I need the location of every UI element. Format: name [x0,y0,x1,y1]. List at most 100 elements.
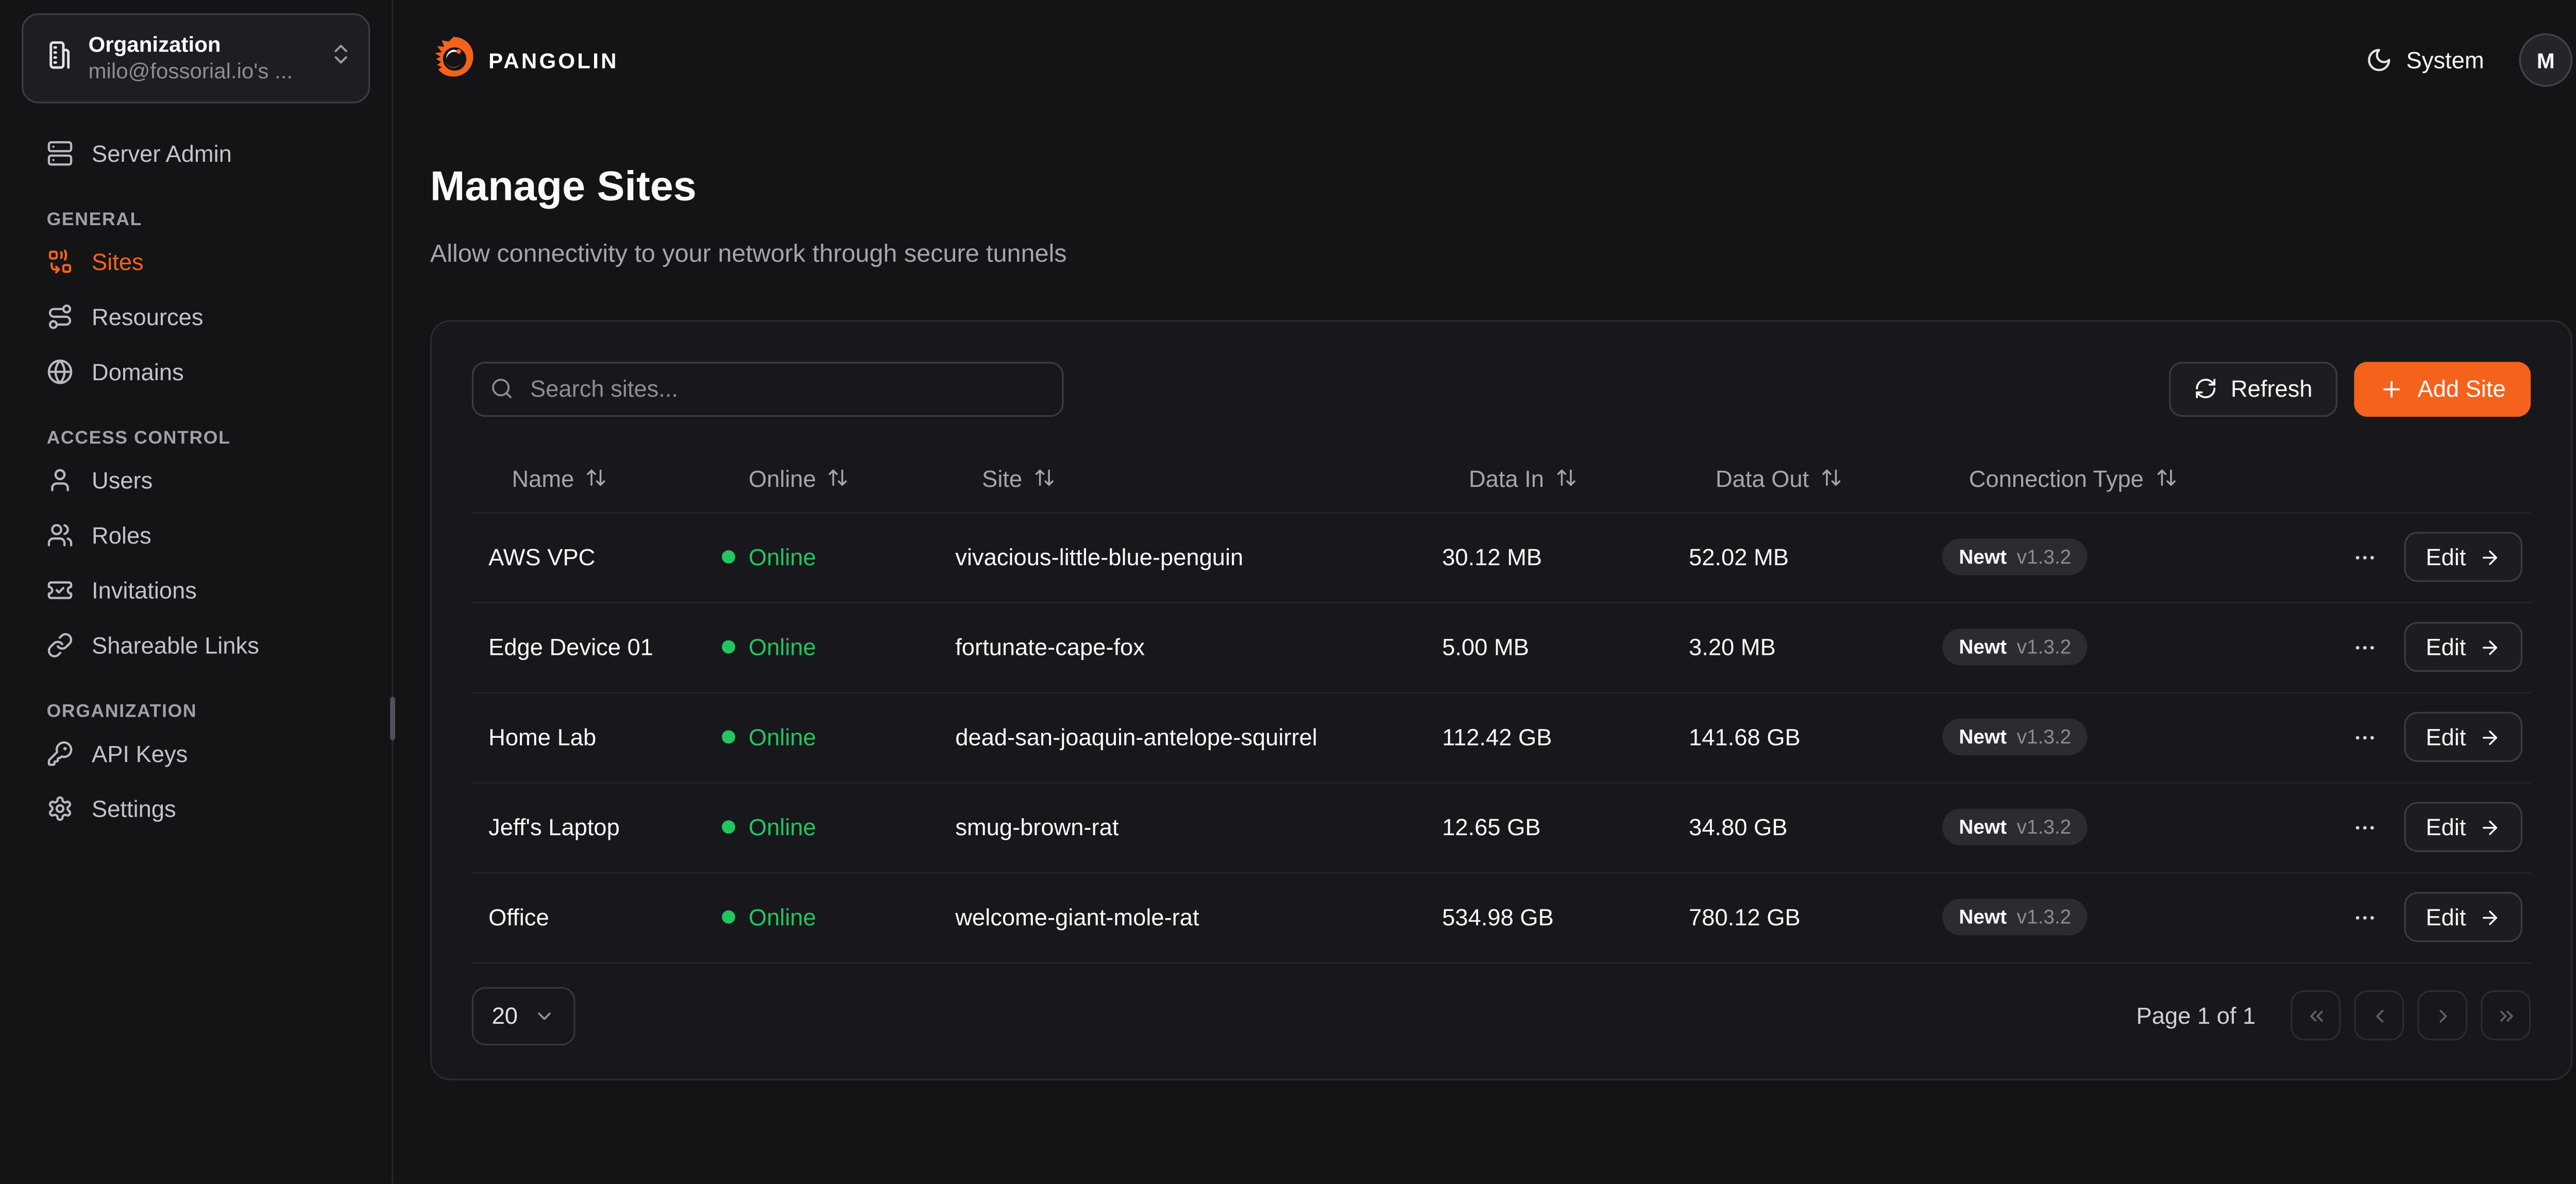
brand-logo[interactable]: PANGOLIN [430,32,619,88]
row-actions: Edit [2352,892,2536,942]
connection-version: v1.3.2 [2016,815,2072,839]
connection-version: v1.3.2 [2016,545,2072,569]
sidebar-item-server-admin[interactable]: Server Admin [22,125,370,180]
site-id-cell: smug-brown-rat [955,814,1119,840]
page-size-select[interactable]: 20 [471,986,575,1045]
connection-type-cell: Newt v1.3.2 [1942,538,2352,576]
column-header-data-out[interactable]: Data Out [1689,464,1942,491]
sidebar-item-label: Server Admin [91,139,232,166]
data-in-cell: 12.65 GB [1442,814,1541,840]
pagination-right: Page 1 of 1 [2136,990,2531,1041]
edit-button[interactable]: Edit [2404,622,2523,672]
sidebar-item-users[interactable]: Users [22,452,370,507]
data-out-cell: 3.20 MB [1689,633,1776,661]
first-page-button[interactable] [2291,990,2341,1041]
sidebar-item-shareable-links[interactable]: Shareable Links [22,617,370,672]
row-menu-button[interactable] [2352,634,2378,659]
site-name-cell: Home Lab [488,723,597,751]
row-menu-button[interactable] [2352,815,2378,840]
sort-icon [1556,467,1578,488]
column-header-data-in[interactable]: Data In [1442,464,1689,491]
add-site-button[interactable]: Add Site [2354,361,2531,416]
refresh-button[interactable]: Refresh [2169,361,2338,416]
connection-badge: Newt v1.3.2 [1942,628,2088,666]
sidebar-item-domains[interactable]: Domains [22,344,370,399]
site-id-cell: dead-san-joaquin-antelope-squirrel [955,723,1317,751]
column-header-online[interactable]: Online [722,464,955,491]
main-content: PANGOLIN System M Manage Sites Allow con… [394,0,2576,1184]
arrow-right-icon [2479,816,2501,838]
sidebar: Organization milo@fossorial.io's ... Ser… [0,0,394,1184]
connection-badge: Newt v1.3.2 [1942,718,2088,755]
site-name-cell: Jeff's Laptop [488,814,620,840]
row-menu-button[interactable] [2352,545,2378,570]
online-label: Online [748,633,816,661]
org-selector-value: milo@fossorial.io's ... [88,58,293,83]
column-header-name[interactable]: Name [472,464,722,491]
search-input[interactable] [471,361,1064,416]
sidebar-item-api-keys[interactable]: API Keys [22,725,370,781]
sort-icon [586,467,607,488]
connection-type: Newt [1959,635,2007,659]
connection-badge: Newt v1.3.2 [1942,538,2088,576]
sidebar-resize-handle[interactable] [390,697,395,740]
sidebar-item-label: Settings [91,794,176,821]
topbar-right: System M [2366,33,2573,87]
sidebar-item-label: Sites [91,247,144,275]
edit-button[interactable]: Edit [2404,712,2523,762]
sidebar-item-sites[interactable]: Sites [22,233,370,289]
sort-icon [1034,467,1056,488]
sidebar-item-roles[interactable]: Roles [22,507,370,562]
theme-label: System [2406,46,2484,74]
next-page-button[interactable] [2417,990,2468,1041]
users-icon [47,521,74,548]
row-menu-button[interactable] [2352,724,2378,750]
sidebar-item-label: Invitations [91,576,197,603]
ticket-check-icon [47,576,74,603]
data-out-cell: 780.12 GB [1689,903,1801,931]
theme-selector[interactable]: System [2366,46,2484,74]
edit-button[interactable]: Edit [2404,532,2523,582]
column-label: Data Out [1715,464,1809,491]
table-body: AWS VPC Online vivacious-little-blue-pen… [471,511,2531,963]
key-icon [47,739,74,766]
sites-table-card: Refresh Add Site Name [430,319,2573,1080]
data-out-cell: 141.68 GB [1689,723,1801,751]
edit-button[interactable]: Edit [2404,892,2523,942]
sidebar-item-resources[interactable]: Resources [22,289,370,344]
last-page-button[interactable] [2481,990,2531,1041]
sidebar-item-label: Users [91,466,153,493]
org-selector[interactable]: Organization milo@fossorial.io's ... [22,13,370,104]
server-icon [47,139,74,166]
row-menu-button[interactable] [2352,905,2378,930]
sidebar-item-invitations[interactable]: Invitations [22,562,370,617]
chevron-down-icon [533,1005,554,1026]
org-selector-label: Organization [88,31,221,57]
sort-icon [828,467,850,488]
plus-icon [2379,376,2404,401]
sites-icon [47,248,74,275]
site-name-cell: Edge Device 01 [488,633,653,661]
sidebar-section-general: GENERAL [46,210,142,230]
column-header-site[interactable]: Site [955,464,1442,491]
page-status: Page 1 of 1 [2136,1002,2256,1029]
sidebar-item-settings[interactable]: Settings [22,780,370,835]
data-in-cell: 112.42 GB [1442,723,1552,751]
edit-label: Edit [2426,633,2466,661]
previous-page-button[interactable] [2354,990,2404,1041]
connection-type-cell: Newt v1.3.2 [1942,628,2352,666]
route-icon [47,302,74,329]
online-dot [722,910,736,924]
site-id-cell: welcome-giant-mole-rat [955,903,1199,931]
avatar[interactable]: M [2519,33,2573,87]
edit-button[interactable]: Edit [2404,802,2523,852]
moon-icon [2366,47,2393,74]
column-header-connection-type[interactable]: Connection Type [1942,464,2352,491]
connection-badge: Newt v1.3.2 [1942,899,2088,936]
search-wrap [471,361,1064,416]
data-in-cell: 534.98 GB [1442,903,1554,931]
connection-type: Newt [1959,545,2007,569]
page-title: Manage Sites [430,163,697,210]
online-dot [722,550,736,564]
